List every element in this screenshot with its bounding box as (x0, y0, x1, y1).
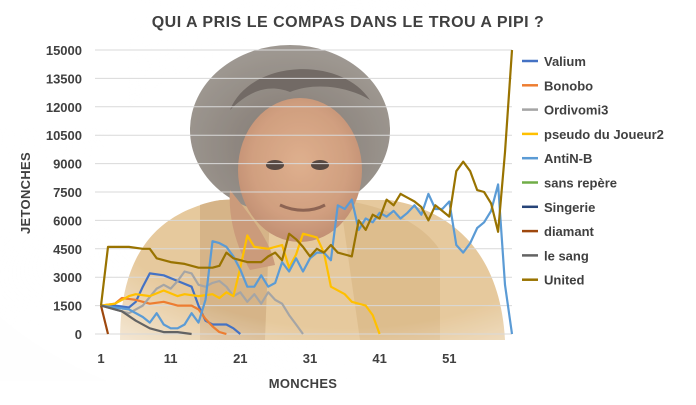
x-axis-tick-labels: 1 11 21 31 41 51 (97, 351, 456, 366)
x-tick-label: 1 (97, 351, 104, 366)
legend-label: sans repère (544, 176, 617, 191)
y-tick-label: 7500 (53, 185, 82, 200)
series-line-3 (100, 232, 381, 335)
y-tick-label: 13500 (46, 71, 82, 86)
legend-label: Singerie (544, 200, 595, 215)
y-tick-label: 12000 (46, 100, 82, 115)
y-tick-label: 3000 (53, 270, 82, 285)
series-lines (99, 49, 514, 336)
x-tick-label: 21 (233, 351, 247, 366)
series-line-9 (99, 49, 514, 306)
x-tick-label: 11 (164, 351, 178, 366)
y-axis-title: JETONCHES (18, 152, 33, 234)
x-tick-label: 51 (442, 351, 456, 366)
series-line-4 (100, 183, 514, 335)
legend-label: AntiN-B (544, 151, 592, 166)
y-tick-label: 15000 (46, 43, 82, 58)
horizontal-gridlines (95, 49, 512, 335)
legend-label: diamant (544, 224, 595, 239)
legend-label: le sang (544, 248, 589, 263)
series-line-2 (100, 270, 304, 335)
chart-title: QUI A PRIS LE COMPAS DANS LE TROU A PIPI… (152, 14, 545, 31)
y-tick-label: 10500 (46, 128, 82, 143)
legend-label: Valium (544, 54, 586, 69)
y-tick-label: 9000 (53, 157, 82, 172)
legend-label: Ordivomi3 (544, 103, 608, 118)
y-axis-tick-labels: 0 1500 3000 4500 6000 7500 9000 10500 12000 13500… (46, 43, 82, 342)
legend-label: United (544, 273, 585, 288)
x-tick-label: 41 (372, 351, 386, 366)
series-line-1 (100, 296, 227, 336)
x-tick-label: 31 (303, 351, 317, 366)
y-tick-label: 0 (75, 327, 82, 342)
y-tick-label: 1500 (53, 299, 82, 314)
legend-label: Bonobo (544, 78, 593, 93)
series-line-7 (99, 305, 110, 335)
legend: Valium Bonobo Ordivomi3 pseudo du Joueur2 An… (522, 54, 664, 288)
series-line-8 (100, 304, 192, 336)
y-tick-label: 6000 (53, 213, 82, 228)
y-tick-label: 4500 (53, 242, 82, 257)
legend-label: pseudo du Joueur2 (544, 127, 664, 142)
x-axis-title: MONCHES (269, 376, 338, 391)
